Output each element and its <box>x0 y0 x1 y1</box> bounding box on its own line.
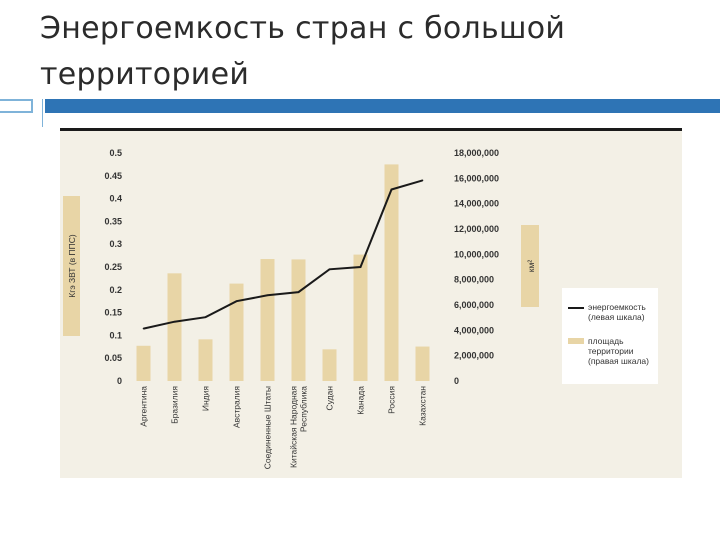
line-point <box>421 179 424 182</box>
line-point <box>266 294 269 297</box>
bar <box>260 259 275 381</box>
left-tick-label: 0.3 <box>109 239 122 249</box>
category-label: Республика <box>299 386 309 432</box>
left-tick-label: 0.25 <box>104 262 122 272</box>
bar <box>291 259 306 381</box>
left-tick-label: 0.2 <box>109 285 122 295</box>
left-tick-label: 0.05 <box>104 353 122 363</box>
right-axis-label: км² <box>526 260 536 273</box>
right-tick-label: 12,000,000 <box>454 224 499 234</box>
left-tick-label: 0 <box>117 376 122 386</box>
line-point <box>359 266 362 268</box>
left-tick-label: 0.4 <box>109 194 122 204</box>
line-point <box>297 291 300 293</box>
legend-box <box>562 288 658 384</box>
bar <box>415 346 430 381</box>
category-label: Индия <box>201 386 211 412</box>
category-label: Канада <box>356 386 366 415</box>
slide-title: Энергоемкость стран с большой территорие… <box>40 11 566 92</box>
right-tick-label: 8,000,000 <box>454 275 494 285</box>
right-tick-label: 16,000,000 <box>454 173 499 183</box>
category-label: Австралия <box>232 386 242 428</box>
bar <box>322 349 337 381</box>
bar <box>229 283 244 381</box>
category-label: Казахстан <box>418 386 428 426</box>
line-point <box>328 268 331 271</box>
left-tick-label: 0.45 <box>104 171 122 181</box>
accent-bar <box>45 99 720 113</box>
left-axis-label-box <box>63 196 80 336</box>
line-point <box>173 320 176 323</box>
category-label: Судан <box>325 386 335 411</box>
right-tick-label: 0 <box>454 376 459 386</box>
legend-line-label: (левая шкала) <box>588 312 645 322</box>
legend-line-label: энергоемкость <box>588 302 646 312</box>
bar <box>384 164 399 381</box>
line-point <box>235 300 238 302</box>
chart-panel: 0 0.05 0.1 0.15 0.2 0.25 0.3 0.35 0.4 0.45 0.5 0 2,0… <box>60 128 682 478</box>
right-tick-label: 14,000,000 <box>454 199 499 209</box>
category-label: Китайская Народная <box>289 386 299 468</box>
left-axis-label: Кгэ ЗВТ (в ППС) <box>67 234 77 298</box>
right-tick-label: 4,000,000 <box>454 325 494 335</box>
left-tick-label: 0.1 <box>109 330 122 340</box>
legend-bar-label: (правая шкала) <box>588 356 649 366</box>
bar <box>136 345 151 381</box>
accent-square <box>0 99 33 113</box>
legend-bar-swatch <box>568 338 584 344</box>
right-tick-label: 2,000,000 <box>454 351 494 361</box>
category-label: Соединенные Штаты <box>263 386 273 469</box>
bar <box>198 339 213 381</box>
right-tick-label: 10,000,000 <box>454 249 499 259</box>
right-tick-label: 6,000,000 <box>454 300 494 310</box>
chart-svg: 0 0.05 0.1 0.15 0.2 0.25 0.3 0.35 0.4 0.45 0.5 0 2,0… <box>63 148 658 469</box>
accent-divider <box>42 99 43 127</box>
right-tick-label: 18,000,000 <box>454 148 499 158</box>
legend-bar-label: территории <box>588 346 634 356</box>
left-tick-label: 0.35 <box>104 216 122 226</box>
left-tick-label: 0.5 <box>109 148 122 158</box>
category-label: Россия <box>387 386 397 414</box>
right-axis-label-box <box>521 225 539 307</box>
category-label: Аргентина <box>139 386 149 427</box>
series-line <box>143 179 423 330</box>
left-tick-label: 0.15 <box>104 308 122 318</box>
bar <box>353 254 368 381</box>
legend-bar-label: площадь <box>588 336 624 346</box>
bar <box>167 273 182 381</box>
line-point <box>390 188 393 191</box>
line-point <box>142 327 145 330</box>
line-point <box>204 316 207 318</box>
chart-top-rule <box>60 128 682 131</box>
category-label: Бразилия <box>170 386 180 424</box>
